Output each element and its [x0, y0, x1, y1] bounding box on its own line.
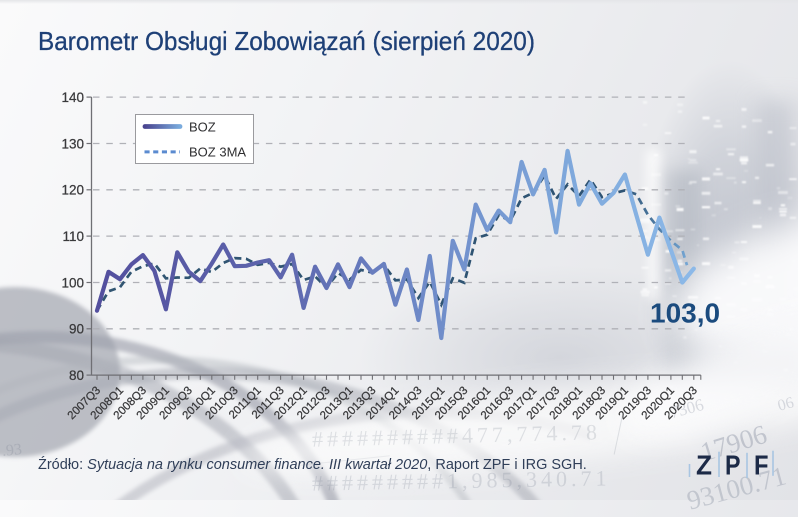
svg-text:BOZ 3MA: BOZ 3MA	[189, 145, 246, 160]
svg-text:140: 140	[61, 90, 84, 105]
svg-text:120: 120	[61, 183, 84, 198]
svg-text:103,0: 103,0	[650, 298, 720, 329]
svg-text:100: 100	[61, 275, 84, 290]
svg-text:130: 130	[61, 136, 84, 151]
svg-text:Z: Z	[696, 450, 712, 481]
svg-text:BOZ: BOZ	[189, 119, 216, 134]
svg-text:80: 80	[69, 368, 84, 383]
svg-text:90: 90	[69, 322, 84, 337]
svg-text:F: F	[754, 450, 769, 481]
svg-text:110: 110	[62, 229, 84, 244]
svg-text:P: P	[725, 450, 741, 481]
